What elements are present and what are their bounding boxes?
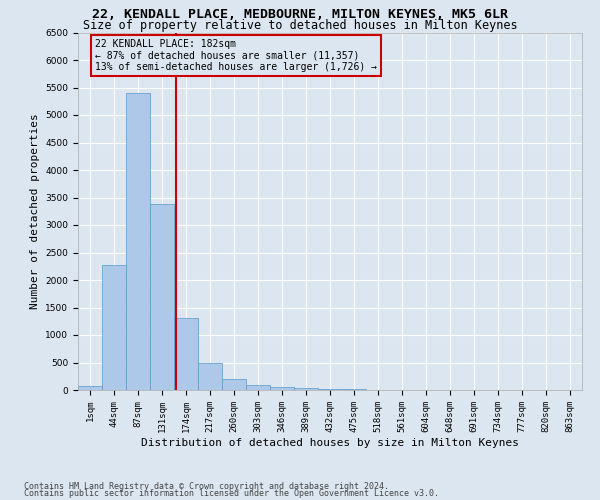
Text: Contains public sector information licensed under the Open Government Licence v3: Contains public sector information licen… (24, 490, 439, 498)
Bar (270, 386, 294, 390)
Text: 22, KENDALL PLACE, MEDBOURNE, MILTON KEYNES, MK5 6LR: 22, KENDALL PLACE, MEDBOURNE, MILTON KEY… (92, 8, 508, 21)
Bar (318, 389, 342, 390)
Bar (246, 385, 270, 390)
Bar (102, 264, 126, 390)
X-axis label: Distribution of detached houses by size in Milton Keynes: Distribution of detached houses by size … (141, 438, 519, 448)
Bar (78, 386, 102, 390)
Text: Contains HM Land Registry data © Crown copyright and database right 2024.: Contains HM Land Registry data © Crown c… (24, 482, 389, 491)
Y-axis label: Number of detached properties: Number of detached properties (30, 114, 40, 309)
Bar (150, 204, 174, 390)
Bar (294, 388, 318, 390)
Bar (222, 379, 246, 390)
Text: 22 KENDALL PLACE: 182sqm
← 87% of detached houses are smaller (11,357)
13% of se: 22 KENDALL PLACE: 182sqm ← 87% of detach… (95, 39, 377, 72)
Text: Size of property relative to detached houses in Milton Keynes: Size of property relative to detached ho… (83, 18, 517, 32)
Bar (126, 93, 150, 390)
Bar (198, 363, 222, 390)
Bar (174, 318, 198, 390)
